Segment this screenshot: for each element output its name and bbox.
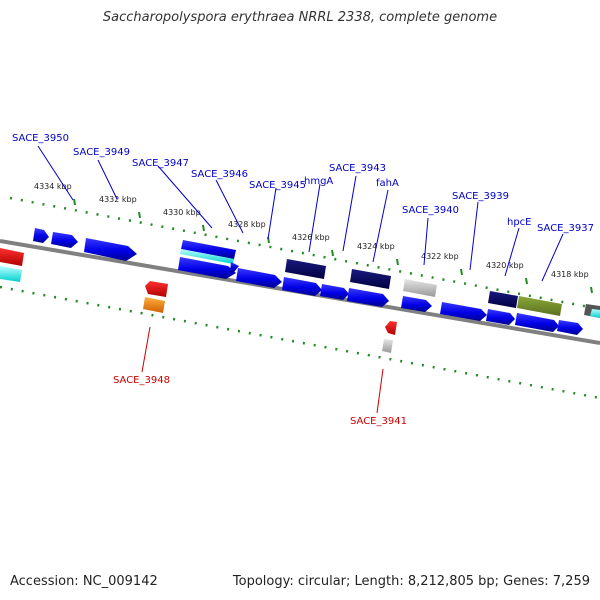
gene-label: SACE_3947 — [132, 158, 189, 169]
gene-label: SACE_3939 — [452, 191, 509, 202]
map-title: Saccharopolyspora erythraea NRRL 2338, c… — [102, 10, 498, 25]
gene-arrow[interactable] — [401, 296, 432, 312]
gene-arrow[interactable] — [0, 248, 24, 266]
tick-mark — [396, 258, 399, 266]
gene-arrow[interactable] — [347, 288, 389, 307]
accession-label: Accession: NC_009142 — [10, 574, 158, 589]
gene-label: SACE_3937 — [537, 223, 594, 234]
gene-arrow[interactable] — [143, 297, 165, 313]
gene-arrow[interactable] — [382, 339, 393, 353]
gene-arrow[interactable] — [517, 296, 562, 316]
tick-mark — [460, 268, 463, 276]
tick-label: 4330 kbp — [163, 208, 201, 217]
gene-arrow[interactable] — [515, 313, 559, 332]
gene-arrow[interactable] — [0, 266, 22, 282]
gene-label: SACE_3946 — [191, 169, 248, 180]
gene-label: SACE_3950 — [12, 133, 69, 144]
forward-strand-genes — [33, 228, 600, 335]
gene-arrow[interactable] — [51, 232, 78, 248]
tick-mark — [590, 286, 593, 294]
gene-arrow[interactable] — [350, 269, 391, 289]
gene-arrow[interactable] — [230, 262, 239, 272]
callout-lines-top — [37, 145, 564, 282]
tick-label: 4320 kbp — [486, 261, 524, 270]
tick-mark — [73, 198, 76, 206]
position-scale — [0, 196, 600, 400]
gene-arrow[interactable] — [285, 259, 326, 279]
gene-label: SACE_3945 — [249, 180, 306, 191]
gene-label: fahA — [376, 178, 399, 189]
gene-arrow[interactable] — [33, 228, 49, 243]
tick-label: 4332 kbp — [99, 195, 137, 204]
gene-arrow[interactable] — [84, 238, 137, 261]
tick-mark — [525, 277, 528, 285]
gene-labels-top: SACE_3950SACE_3949SACE_3947SACE_3946SACE… — [12, 133, 594, 234]
gene-label: hpcE — [507, 217, 532, 228]
gene-arrow[interactable] — [590, 309, 600, 318]
gene-arrow[interactable] — [236, 268, 282, 288]
tick-label: 4334 kbp — [34, 182, 72, 191]
gene-arrow[interactable] — [486, 309, 515, 325]
gene-label: SACE_3941 — [350, 416, 407, 427]
gene-arrow[interactable] — [181, 240, 236, 259]
gene-label: SACE_3948 — [113, 375, 170, 386]
gene-arrow[interactable] — [557, 320, 583, 335]
reverse-strand-genes — [143, 281, 397, 353]
tick-label: 4322 kbp — [421, 252, 459, 261]
tick-label: 4318 kbp — [551, 270, 589, 279]
gene-arrow[interactable] — [145, 281, 168, 297]
genome-summary: Topology: circular; Length: 8,212,805 bp… — [232, 574, 590, 589]
gene-arrow[interactable] — [488, 291, 518, 308]
gene-arrow[interactable] — [282, 277, 322, 296]
tick-mark — [138, 211, 141, 219]
gene-label: SACE_3943 — [329, 163, 386, 174]
gene-arrow[interactable] — [178, 257, 236, 279]
gene-arrow[interactable] — [385, 321, 397, 335]
edge-genes — [0, 248, 24, 282]
tick-mark — [202, 224, 205, 232]
tick-mark — [331, 249, 334, 257]
gene-arrow[interactable] — [320, 284, 349, 300]
gene-label: SACE_3949 — [73, 147, 130, 158]
callout-lines-bottom — [141, 326, 384, 414]
gene-arrow[interactable] — [403, 279, 437, 297]
gene-label: SACE_3940 — [402, 205, 459, 216]
tick-label: 4328 kbp — [228, 220, 266, 229]
gene-label: hmgA — [304, 176, 333, 187]
gene-arrow[interactable] — [440, 302, 487, 321]
gene-arrow[interactable] — [180, 249, 234, 264]
gene-labels-bottom: SACE_3948 SACE_3941 — [113, 375, 407, 427]
